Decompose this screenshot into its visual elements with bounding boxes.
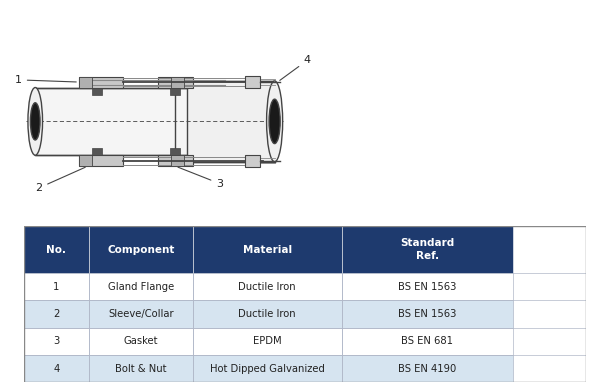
- Text: Ductile Iron: Ductile Iron: [239, 282, 296, 292]
- Bar: [24, 300, 89, 328]
- Text: BS EN 1563: BS EN 1563: [398, 282, 457, 292]
- Text: Ductile Iron: Ductile Iron: [239, 309, 296, 319]
- Ellipse shape: [266, 81, 283, 162]
- Bar: [79, 76, 92, 87]
- Bar: [24, 355, 89, 382]
- Bar: [79, 155, 92, 166]
- Text: 3: 3: [178, 167, 223, 189]
- Text: Gasket: Gasket: [123, 336, 158, 346]
- Polygon shape: [92, 147, 103, 155]
- Bar: [89, 355, 193, 382]
- Text: No.: No.: [47, 245, 66, 255]
- Bar: [167, 81, 275, 162]
- Bar: [193, 273, 341, 300]
- Bar: [79, 76, 123, 87]
- Bar: [89, 273, 193, 300]
- Bar: [171, 76, 184, 87]
- Text: Standard
Ref.: Standard Ref.: [400, 238, 454, 261]
- Bar: [193, 226, 341, 273]
- Ellipse shape: [269, 99, 280, 144]
- Ellipse shape: [28, 87, 42, 155]
- Text: BS EN 4190: BS EN 4190: [398, 363, 456, 374]
- Text: 2: 2: [53, 309, 60, 319]
- Bar: [245, 76, 260, 88]
- Bar: [193, 355, 341, 382]
- Text: BS EN 1563: BS EN 1563: [398, 309, 457, 319]
- Bar: [245, 154, 260, 167]
- Bar: [158, 76, 193, 87]
- Bar: [193, 328, 341, 355]
- Bar: [341, 355, 513, 382]
- Text: 3: 3: [53, 336, 60, 346]
- Text: EPDM: EPDM: [253, 336, 281, 346]
- Text: Bolt & Nut: Bolt & Nut: [115, 363, 167, 374]
- Bar: [341, 300, 513, 328]
- Bar: [341, 328, 513, 355]
- Text: Component: Component: [107, 245, 175, 255]
- Bar: [89, 226, 193, 273]
- Text: 2: 2: [35, 167, 85, 193]
- Bar: [341, 226, 513, 273]
- Bar: [89, 300, 193, 328]
- Bar: [24, 328, 89, 355]
- Polygon shape: [170, 147, 180, 155]
- Bar: [89, 328, 193, 355]
- Text: 1: 1: [14, 75, 76, 85]
- Ellipse shape: [30, 103, 40, 140]
- Bar: [193, 300, 341, 328]
- Text: 4: 4: [53, 363, 60, 374]
- Bar: [24, 273, 89, 300]
- Text: 1: 1: [53, 282, 60, 292]
- Bar: [158, 155, 193, 166]
- Bar: [341, 273, 513, 300]
- Text: BS EN 681: BS EN 681: [401, 336, 453, 346]
- Text: Hot Dipped Galvanized: Hot Dipped Galvanized: [210, 363, 324, 374]
- Text: Material: Material: [243, 245, 292, 255]
- Polygon shape: [170, 87, 180, 95]
- Text: Sleeve/Collar: Sleeve/Collar: [108, 309, 173, 319]
- Bar: [35, 87, 187, 155]
- Bar: [171, 155, 184, 166]
- Polygon shape: [92, 87, 103, 95]
- Text: Gland Flange: Gland Flange: [108, 282, 174, 292]
- Bar: [79, 155, 123, 166]
- Bar: [24, 226, 89, 273]
- Text: 4: 4: [280, 55, 311, 80]
